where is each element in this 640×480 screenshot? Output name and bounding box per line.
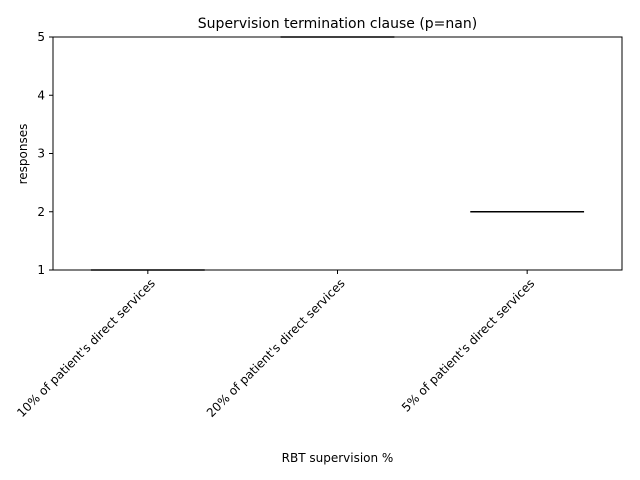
x-tick-label: 5% of patient's direct services xyxy=(399,276,537,414)
x-axis-label: RBT supervision % xyxy=(282,451,394,465)
y-tick-label: 3 xyxy=(37,147,45,161)
y-tick-label: 1 xyxy=(37,263,45,277)
y-tick-label: 2 xyxy=(37,205,45,219)
x-tick-label: 10% of patient's direct services xyxy=(14,276,158,420)
chart-title: Supervision termination clause (p=nan) xyxy=(198,16,477,32)
y-axis-label: responses xyxy=(16,124,30,185)
axes-frame xyxy=(52,36,623,271)
y-tick-label: 4 xyxy=(37,88,45,102)
y-tick-label: 5 xyxy=(37,30,45,44)
x-tick-label: 20% of patient's direct services xyxy=(204,276,348,420)
plot-area: 1 2 3 4 5 10% of patient's direct services 20%… xyxy=(14,30,623,420)
